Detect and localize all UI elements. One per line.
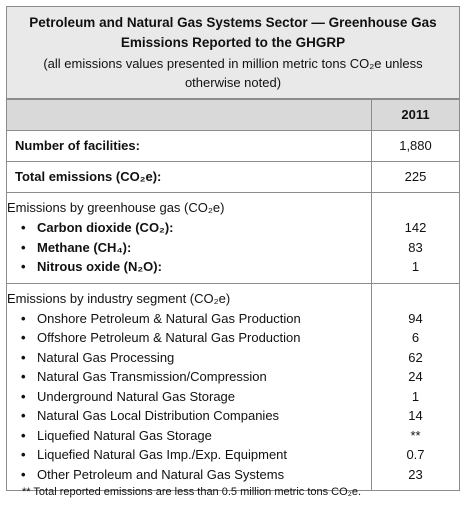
- item-value: 142: [404, 220, 427, 235]
- bullet: •: [21, 369, 26, 384]
- item-row: • Natural Gas Processing: [7, 348, 371, 368]
- group-heading: Emissions by industry segment (CO₂e): [7, 290, 231, 306]
- item-value: 1: [411, 259, 420, 274]
- item-value: **: [410, 427, 421, 443]
- item-text: Onshore Petroleum & Natural Gas Producti…: [37, 310, 301, 326]
- group-row: Emissions by greenhouse gas (CO₂e) • Carbo…: [7, 192, 459, 283]
- item-label: • Natural Gas Transmission/Compression: [7, 367, 371, 387]
- bullet: •: [21, 427, 26, 443]
- bullet: •: [21, 259, 26, 274]
- item-text: Other Petroleum and Natural Gas Systems: [37, 466, 285, 482]
- item-row: • Natural Gas Transmission/Compression: [7, 367, 371, 387]
- item-label: • Nitrous oxide (N₂O):: [7, 257, 371, 277]
- year-row: 2011: [7, 99, 459, 131]
- item-label: • Other Petroleum and Natural Gas Systems: [7, 465, 371, 485]
- emissions-table: Petroleum and Natural Gas Systems Sector…: [6, 6, 460, 491]
- item-value: 6: [411, 330, 420, 345]
- item-text: Liquefied Natural Gas Imp./Exp. Equipmen…: [37, 447, 288, 462]
- item-value: 1: [411, 388, 420, 404]
- row-value: 225: [371, 162, 459, 192]
- title: Petroleum and Natural Gas Systems Sector…: [29, 15, 437, 50]
- item-value: 0.7: [406, 447, 425, 462]
- year: 2011: [371, 100, 459, 130]
- bullet: •: [21, 220, 26, 235]
- item-label: • Natural Gas Local Distribution Companie…: [7, 406, 371, 426]
- item-value: 83: [408, 239, 423, 255]
- item-row: • Liquefied Natural Gas Storage: [7, 426, 371, 446]
- heading-spacer: [372, 198, 459, 218]
- item-value: 24: [408, 369, 423, 384]
- item-text: Liquefied Natural Gas Storage: [37, 427, 212, 443]
- item-row: • Natural Gas Local Distribution Companie…: [7, 406, 371, 426]
- item-row: • Liquefied Natural Gas Imp./Exp. Equipme…: [7, 445, 371, 465]
- group-labels: Emissions by greenhouse gas (CO₂e) • Carbo…: [7, 193, 371, 283]
- item-label: • Natural Gas Processing: [7, 348, 371, 368]
- subtitle: (all emissions values presented in milli…: [43, 56, 423, 90]
- item-text: Carbon dioxide (CO₂):: [37, 220, 174, 235]
- item-text: Methane (CH₄):: [37, 239, 132, 255]
- table-row: Total emissions (CO₂e): 225: [7, 161, 459, 192]
- group-labels: Emissions by industry segment (CO₂e) • Ons…: [7, 284, 371, 491]
- item-text: Offshore Petroleum & Natural Gas Product…: [37, 330, 301, 345]
- item-text: Natural Gas Transmission/Compression: [37, 369, 267, 384]
- bullet: •: [21, 447, 26, 462]
- heading-spacer: [372, 289, 459, 309]
- item-label: • Liquefied Natural Gas Imp./Exp. Equipme…: [7, 445, 371, 465]
- table-body: Number of facilities: 1,880 Total emission…: [7, 131, 459, 490]
- item-value: 62: [408, 349, 423, 365]
- group-values: 142 83 1: [371, 193, 459, 283]
- group-heading: Emissions by greenhouse gas (CO₂e): [7, 200, 225, 215]
- row-value: 1,880: [371, 131, 459, 161]
- item-label: • Methane (CH₄):: [7, 238, 371, 258]
- item-row: • Nitrous oxide (N₂O):: [7, 257, 371, 277]
- item-row: • Carbon dioxide (CO₂):: [7, 218, 371, 238]
- bullet: •: [21, 239, 26, 255]
- blank-cell: [7, 100, 371, 130]
- item-label: • Onshore Petroleum & Natural Gas Product…: [7, 309, 371, 329]
- row-label: Number of facilities:: [15, 138, 140, 153]
- table-row: Number of facilities: 1,880: [7, 131, 459, 161]
- item-label: • Carbon dioxide (CO₂):: [7, 218, 371, 238]
- group-values: 94 6 62 24 1 14 ** 0.7 23: [371, 283, 459, 490]
- bullet: •: [21, 330, 26, 345]
- item-row: • Methane (CH₄):: [7, 238, 371, 258]
- bullet: •: [21, 349, 26, 365]
- item-row: • Onshore Petroleum & Natural Gas Product…: [7, 309, 371, 329]
- item-value: 94: [408, 310, 423, 326]
- table-header: Petroleum and Natural Gas Systems Sector…: [7, 7, 459, 99]
- item-label: • Underground Natural Gas Storage: [7, 387, 371, 407]
- item-row: • Offshore Petroleum & Natural Gas Produc…: [7, 328, 371, 348]
- group-row: Emissions by industry segment (CO₂e) • Ons…: [7, 282, 459, 491]
- item-text: Natural Gas Processing: [37, 349, 175, 365]
- bullet: •: [21, 310, 26, 326]
- row-label: Total emissions (CO₂e):: [15, 169, 162, 184]
- footnote: ** Total reported emissions are less tha…: [22, 486, 362, 498]
- item-row: • Other Petroleum and Natural Gas Systems: [7, 465, 371, 485]
- item-label: • Offshore Petroleum & Natural Gas Produc…: [7, 328, 371, 348]
- item-label: • Liquefied Natural Gas Storage: [7, 426, 371, 446]
- bullet: •: [21, 408, 26, 423]
- item-value: 23: [408, 466, 423, 482]
- item-row: • Underground Natural Gas Storage: [7, 387, 371, 407]
- bullet: •: [21, 466, 26, 482]
- item-text: Underground Natural Gas Storage: [37, 388, 236, 404]
- item-text: Nitrous oxide (N₂O):: [37, 259, 162, 274]
- item-text: Natural Gas Local Distribution Companies: [37, 408, 280, 423]
- item-value: 14: [408, 408, 423, 423]
- bullet: •: [21, 388, 26, 404]
